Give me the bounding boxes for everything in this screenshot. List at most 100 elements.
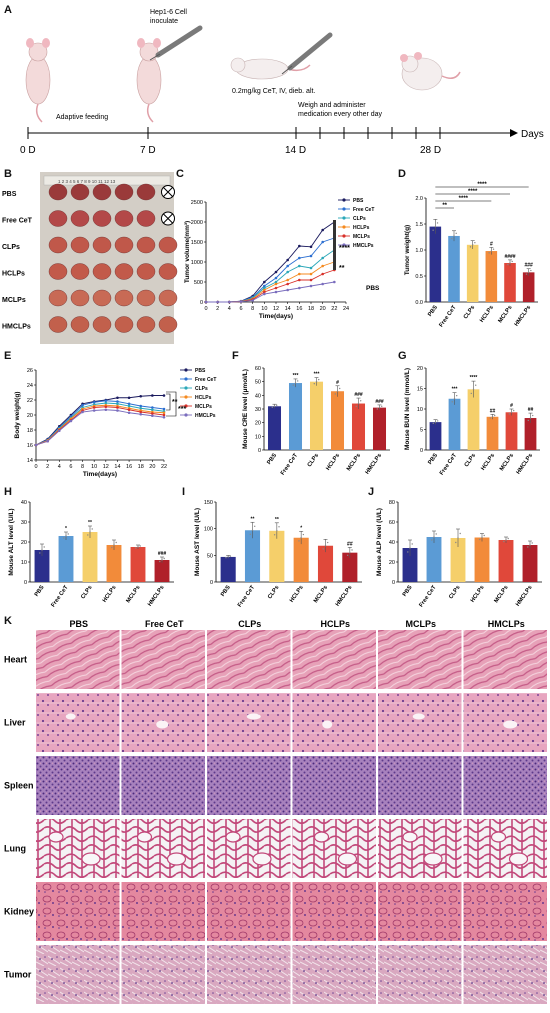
histology-image	[207, 819, 291, 878]
data-point	[298, 272, 301, 276]
data-point	[298, 286, 301, 290]
data-point	[92, 409, 96, 412]
significance-mark: ***	[314, 372, 320, 378]
category-label: PBS	[266, 453, 278, 466]
alveolus	[48, 831, 64, 843]
data-point	[292, 384, 294, 386]
bar	[448, 398, 461, 450]
histology-image	[207, 945, 291, 1004]
data-point	[274, 290, 278, 294]
data-point	[453, 235, 455, 237]
category-label: MCLPs	[125, 585, 141, 605]
category-label: CLPs	[267, 585, 280, 601]
tumor-sample	[136, 289, 156, 307]
bar	[293, 537, 309, 582]
vessel-lumen	[322, 720, 333, 729]
category-label: PBS	[402, 585, 414, 598]
histology-image	[36, 882, 120, 941]
y-tick-label: 0.5	[415, 274, 423, 280]
significance-mark: **	[88, 520, 92, 526]
data-point	[92, 400, 96, 404]
tumor-sample	[70, 316, 90, 333]
y-tick-label: 50	[207, 553, 213, 559]
legend-label: Free CeT	[195, 377, 216, 383]
histology-image	[207, 693, 291, 752]
alveolus	[252, 852, 272, 866]
histology-row-label: Tumor	[4, 970, 32, 980]
y-tick-label: 2.0	[415, 196, 423, 202]
histology-image	[207, 756, 291, 815]
x-tick-label: 20	[149, 464, 155, 470]
significance-stars: **	[442, 203, 447, 209]
panel-label-g: G	[398, 350, 407, 362]
legend-marker	[342, 207, 346, 211]
data-point	[162, 413, 166, 417]
data-point	[302, 533, 305, 536]
histology-image	[463, 882, 547, 941]
panel-label-j: J	[368, 486, 375, 498]
data-point	[475, 384, 477, 386]
data-point	[276, 404, 278, 406]
alveolus	[136, 831, 153, 843]
tumor-sample	[48, 289, 68, 307]
histology-image	[378, 756, 462, 815]
tumor-sample	[136, 210, 156, 227]
data-point	[321, 228, 324, 232]
data-point	[471, 244, 474, 246]
syringe-icon	[149, 25, 203, 61]
significance-stars: ***	[178, 406, 186, 413]
x-tick-label: 0	[34, 464, 37, 470]
y-tick-label: 40	[21, 500, 27, 506]
vessel-lumen	[246, 713, 261, 720]
data-point	[336, 390, 339, 392]
data-point	[43, 546, 45, 548]
data-point	[376, 408, 378, 410]
data-point	[300, 537, 302, 539]
tumor-sample	[92, 210, 112, 227]
panel-label-a: A	[4, 4, 12, 16]
data-point	[511, 260, 513, 263]
data-point	[479, 538, 481, 541]
cre-level-chart: 0 10 20 30 40 50 60 Mouse CRE level (μmol/L) PBS…	[242, 366, 390, 476]
significance-mark: ###	[354, 392, 363, 398]
x-tick-label: 22	[331, 306, 337, 312]
data-point	[127, 404, 131, 408]
histology-image	[463, 819, 547, 878]
significance-mark: **	[251, 516, 255, 522]
y-tick-label: 150	[204, 500, 213, 506]
histology-image	[378, 945, 462, 1004]
data-point	[104, 408, 108, 412]
data-point	[453, 398, 456, 400]
data-point	[451, 401, 453, 403]
vessel-lumen	[156, 720, 169, 729]
significance-stars: ****	[339, 245, 350, 252]
ruler	[43, 175, 171, 186]
alveolus	[166, 852, 187, 866]
significance-bracket	[166, 393, 171, 411]
significance-stars: **	[339, 265, 345, 272]
x-tick-label: 8	[81, 464, 84, 470]
data-point	[227, 556, 229, 558]
data-point	[204, 300, 208, 304]
y-tick-label: 15	[417, 387, 423, 393]
mouse-illustration-4	[400, 52, 461, 91]
vessel-lumen	[503, 720, 518, 729]
bar	[426, 537, 442, 582]
panel-label-d: D	[398, 168, 406, 180]
data-point	[135, 547, 137, 549]
data-point	[507, 537, 509, 540]
bar	[402, 548, 418, 582]
data-point	[274, 276, 278, 280]
panel-label-k: K	[4, 615, 12, 627]
data-point	[286, 278, 289, 282]
series-line	[206, 237, 335, 303]
significance-mark: #	[336, 380, 339, 386]
timeline-schematic: 0 D 7 D 14 D 28 D Days Hep1-6 Cell inocu…	[20, 9, 544, 156]
category-label: PBS	[427, 305, 439, 318]
y-tick-label: 50	[255, 380, 261, 386]
data-point	[286, 288, 289, 292]
data-point	[65, 535, 67, 537]
data-point	[69, 419, 73, 423]
timeline-inoculate-line-1: Hep1-6 Cell	[150, 9, 187, 16]
x-tick-label: 12	[103, 464, 109, 470]
